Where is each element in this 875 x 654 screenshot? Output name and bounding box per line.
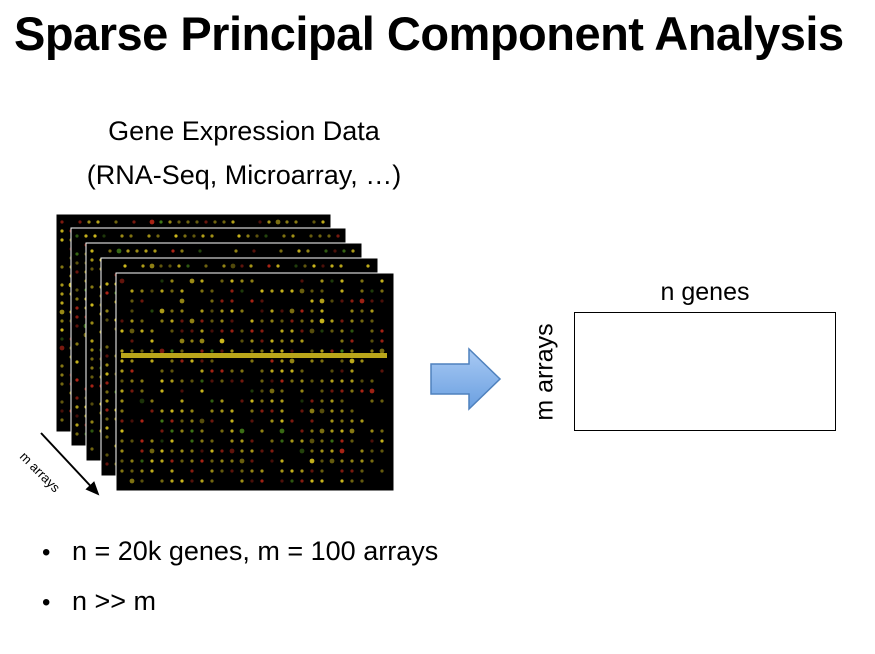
slide-title: Sparse Principal Component Analysis: [14, 7, 844, 60]
bullet-item: • n >> m: [42, 578, 438, 628]
right-arrow-icon: [430, 347, 502, 411]
data-matrix-box: [574, 312, 836, 431]
matrix-rows-label: m arrays: [530, 323, 559, 421]
data-caption-line2: (RNA-Seq, Microarray, …): [86, 160, 402, 190]
bullet-text: n >> m: [72, 586, 157, 616]
bullet-dot-icon: •: [42, 539, 51, 566]
data-caption-line1: Gene Expression Data: [108, 116, 380, 146]
bullet-dot-icon: •: [42, 589, 51, 616]
stack-depth-arrow: [40, 432, 100, 496]
matrix-columns-label: n genes: [660, 278, 750, 306]
bullet-text: n = 20k genes, m = 100 arrays: [72, 536, 439, 566]
bullet-list: • n = 20k genes, m = 100 arrays • n >> m: [42, 528, 438, 628]
bullet-item: • n = 20k genes, m = 100 arrays: [42, 528, 438, 578]
